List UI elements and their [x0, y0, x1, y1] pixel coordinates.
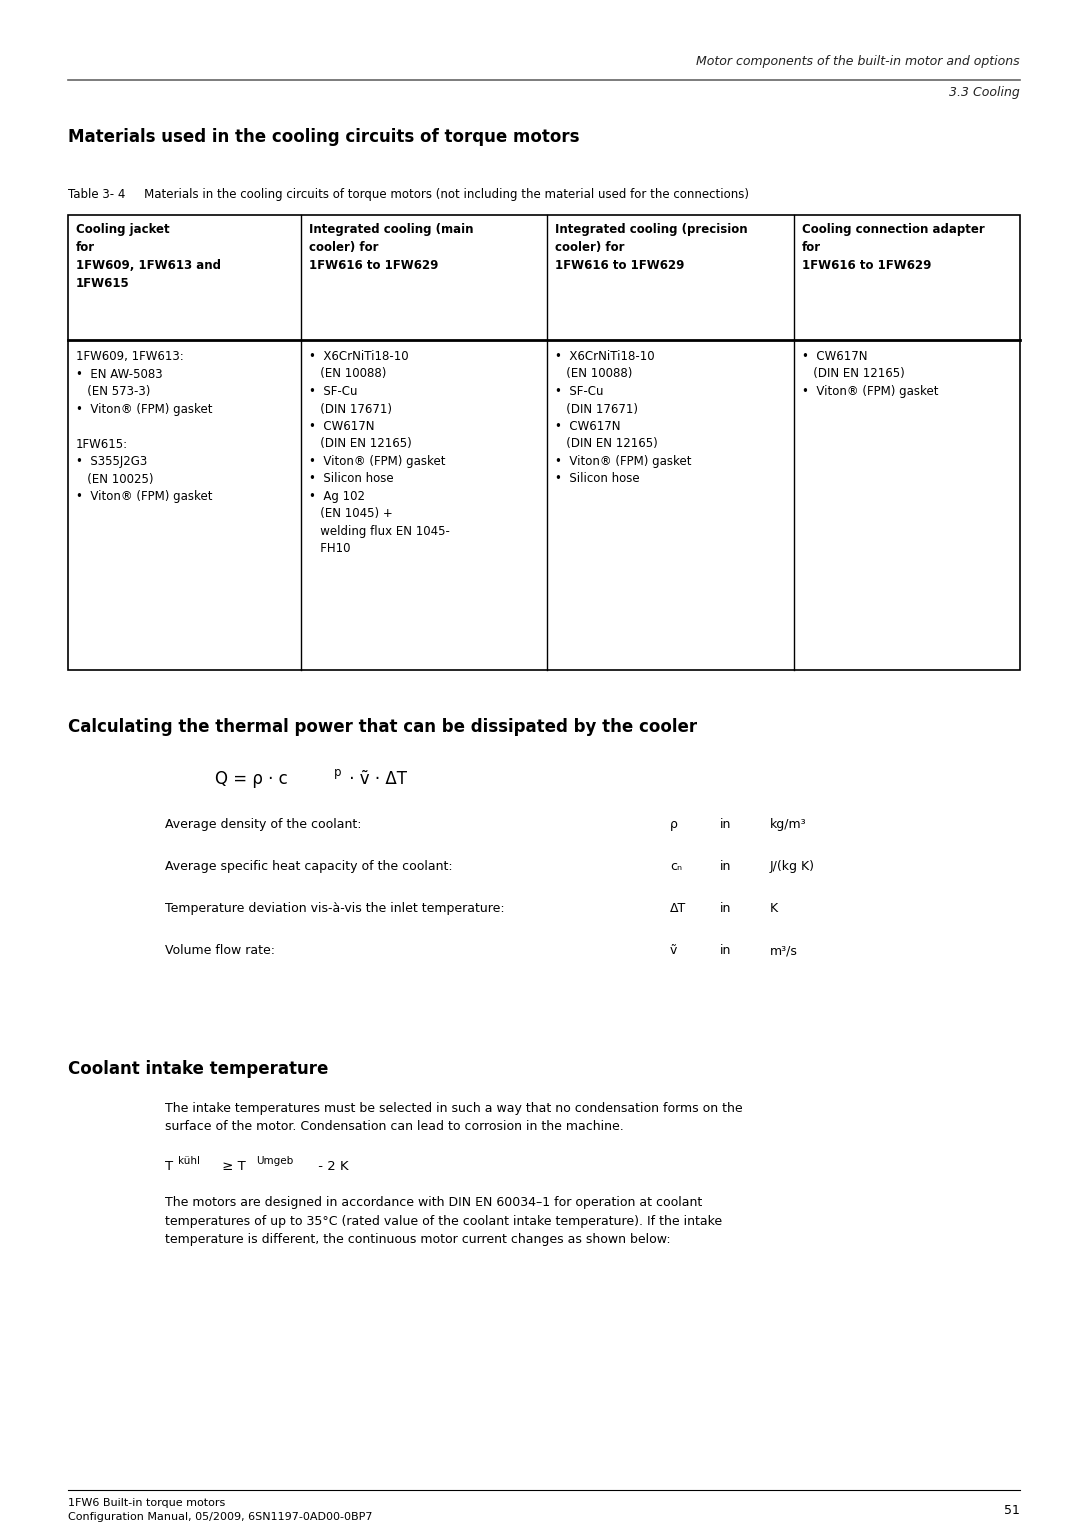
- Text: in: in: [720, 818, 731, 831]
- Text: · ṽ · ΔT: · ṽ · ΔT: [345, 770, 407, 788]
- Text: Configuration Manual, 05/2009, 6SN1197-0AD00-0BP7: Configuration Manual, 05/2009, 6SN1197-0…: [68, 1512, 373, 1522]
- Text: •  EN AW-5083: • EN AW-5083: [76, 368, 163, 380]
- Text: in: in: [720, 902, 731, 915]
- Text: •  Silicon hose: • Silicon hose: [555, 472, 639, 486]
- Text: (EN 10088): (EN 10088): [309, 368, 387, 380]
- Text: •  Viton® (FPM) gasket: • Viton® (FPM) gasket: [555, 455, 691, 467]
- Text: ṽ: ṽ: [670, 944, 677, 957]
- Text: •  Ag 102: • Ag 102: [309, 490, 365, 502]
- Text: The intake temperatures must be selected in such a way that no condensation form: The intake temperatures must be selected…: [165, 1102, 743, 1133]
- Text: •  X6CrNiTi18-10: • X6CrNiTi18-10: [555, 350, 654, 363]
- Text: - 2 K: - 2 K: [314, 1161, 349, 1173]
- Text: Coolant intake temperature: Coolant intake temperature: [68, 1060, 328, 1078]
- Text: in: in: [720, 944, 731, 957]
- Text: ≥ T: ≥ T: [218, 1161, 246, 1173]
- Text: 1FW609, 1FW613:: 1FW609, 1FW613:: [76, 350, 184, 363]
- Text: m³/s: m³/s: [770, 944, 798, 957]
- Text: cₙ: cₙ: [670, 860, 681, 873]
- Text: Materials used in the cooling circuits of torque motors: Materials used in the cooling circuits o…: [68, 128, 580, 147]
- Text: Calculating the thermal power that can be dissipated by the cooler: Calculating the thermal power that can b…: [68, 718, 697, 736]
- Text: Volume flow rate:: Volume flow rate:: [165, 944, 275, 957]
- Text: (EN 1045) +: (EN 1045) +: [309, 507, 393, 521]
- Text: (DIN 17671): (DIN 17671): [555, 403, 638, 415]
- Text: (DIN EN 12165): (DIN EN 12165): [802, 368, 905, 380]
- Text: (DIN EN 12165): (DIN EN 12165): [309, 438, 411, 450]
- Text: •  Silicon hose: • Silicon hose: [309, 472, 393, 486]
- Text: Integrated cooling (precision
cooler) for
1FW616 to 1FW629: Integrated cooling (precision cooler) fo…: [555, 223, 747, 272]
- Text: (DIN EN 12165): (DIN EN 12165): [555, 438, 658, 450]
- Text: •  CW617N: • CW617N: [555, 420, 621, 434]
- Text: in: in: [720, 860, 731, 873]
- Text: •  Viton® (FPM) gasket: • Viton® (FPM) gasket: [76, 403, 213, 415]
- Text: K: K: [770, 902, 778, 915]
- Bar: [68, 215, 1020, 670]
- Text: (EN 10025): (EN 10025): [76, 472, 153, 486]
- Text: Integrated cooling (main
cooler) for
1FW616 to 1FW629: Integrated cooling (main cooler) for 1FW…: [309, 223, 473, 272]
- Text: •  SF-Cu: • SF-Cu: [309, 385, 357, 399]
- Text: Cooling connection adapter
for
1FW616 to 1FW629: Cooling connection adapter for 1FW616 to…: [802, 223, 985, 272]
- Text: Table 3- 4     Materials in the cooling circuits of torque motors (not including: Table 3- 4 Materials in the cooling circ…: [68, 188, 750, 202]
- Text: FH10: FH10: [309, 542, 351, 556]
- Text: Average specific heat capacity of the coolant:: Average specific heat capacity of the co…: [165, 860, 453, 873]
- Text: (EN 10088): (EN 10088): [555, 368, 633, 380]
- Text: •  Viton® (FPM) gasket: • Viton® (FPM) gasket: [802, 385, 939, 399]
- Text: p: p: [334, 767, 341, 779]
- Text: 3.3 Cooling: 3.3 Cooling: [949, 86, 1020, 99]
- Text: The motors are designed in accordance with DIN EN 60034–1 for operation at coola: The motors are designed in accordance wi…: [165, 1196, 723, 1246]
- Text: ΔT: ΔT: [670, 902, 686, 915]
- Text: 51: 51: [1004, 1504, 1020, 1516]
- Text: •  S355J2G3: • S355J2G3: [76, 455, 147, 467]
- Text: Motor components of the built-in motor and options: Motor components of the built-in motor a…: [697, 55, 1020, 69]
- Text: J/(kg K): J/(kg K): [770, 860, 815, 873]
- Text: 1FW615:: 1FW615:: [76, 438, 129, 450]
- Text: Temperature deviation vis-à-vis the inlet temperature:: Temperature deviation vis-à-vis the inle…: [165, 902, 504, 915]
- Text: (EN 573-3): (EN 573-3): [76, 385, 150, 399]
- Text: •  Viton® (FPM) gasket: • Viton® (FPM) gasket: [76, 490, 213, 502]
- Text: •  Viton® (FPM) gasket: • Viton® (FPM) gasket: [309, 455, 446, 467]
- Text: welding flux EN 1045-: welding flux EN 1045-: [309, 525, 450, 538]
- Text: (DIN 17671): (DIN 17671): [309, 403, 392, 415]
- Text: T: T: [165, 1161, 173, 1173]
- Text: ρ: ρ: [670, 818, 678, 831]
- Text: •  SF-Cu: • SF-Cu: [555, 385, 604, 399]
- Text: •  CW617N: • CW617N: [802, 350, 867, 363]
- Text: kg/m³: kg/m³: [770, 818, 807, 831]
- Text: Average density of the coolant:: Average density of the coolant:: [165, 818, 362, 831]
- Text: Umgeb: Umgeb: [256, 1156, 294, 1167]
- Text: •  X6CrNiTi18-10: • X6CrNiTi18-10: [309, 350, 408, 363]
- Text: Cooling jacket
for
1FW609, 1FW613 and
1FW615: Cooling jacket for 1FW609, 1FW613 and 1F…: [76, 223, 221, 290]
- Text: Q = ρ · c: Q = ρ · c: [215, 770, 287, 788]
- Text: kühl: kühl: [178, 1156, 200, 1167]
- Text: •  CW617N: • CW617N: [309, 420, 375, 434]
- Text: 1FW6 Built-in torque motors: 1FW6 Built-in torque motors: [68, 1498, 226, 1509]
